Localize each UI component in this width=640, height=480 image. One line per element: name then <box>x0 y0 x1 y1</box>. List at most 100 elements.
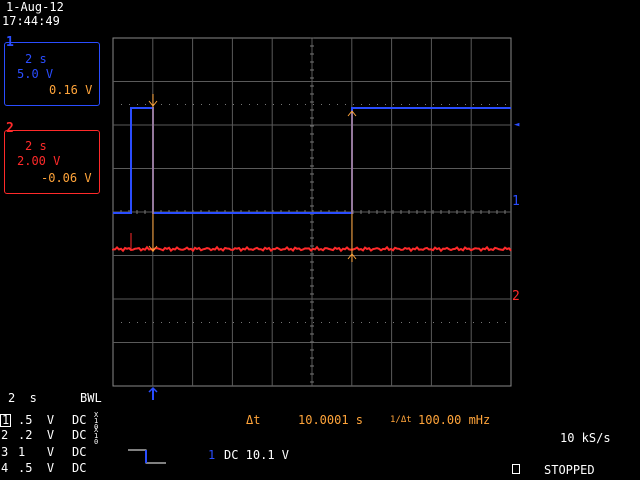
acquisition-status-icon <box>512 464 520 474</box>
ref-dot <box>313 104 314 105</box>
ref-dot <box>121 322 122 323</box>
ref-dot <box>321 104 322 105</box>
ref-dot <box>169 322 170 323</box>
ch2-box-marker: 2 <box>6 121 14 136</box>
trigger-setting[interactable]: DC 10.1 V <box>224 448 290 462</box>
ref-dot <box>345 104 346 105</box>
ref-dot <box>129 322 130 323</box>
ref-dot <box>217 322 218 323</box>
ref-dot <box>241 104 242 105</box>
ref-dot <box>481 104 482 105</box>
ref-dot <box>177 104 178 105</box>
ch2-trace <box>112 245 512 253</box>
sample-rate: 10 kS/s <box>560 431 611 445</box>
ref-dot <box>233 104 234 105</box>
ref-dot <box>457 322 458 323</box>
cursor-a-top-arrow-icon <box>148 100 158 107</box>
ref-dot <box>273 104 274 105</box>
traces <box>112 94 512 400</box>
ref-dot <box>265 322 266 323</box>
cursor-b-bottom-arrow-icon <box>347 253 357 260</box>
ch2-level-marker[interactable]: 2 <box>512 289 520 304</box>
ref-dot <box>465 104 466 105</box>
ref-dot <box>289 104 290 105</box>
ref-dot <box>393 322 394 323</box>
ref-dot <box>385 104 386 105</box>
ref-dot <box>185 104 186 105</box>
trigger-channel[interactable]: 1 <box>208 448 216 462</box>
ref-dot <box>193 104 194 105</box>
ref-dot <box>137 104 138 105</box>
time-label: 17:44:49 <box>2 14 60 28</box>
ch1-level-marker[interactable]: 1 <box>512 194 520 209</box>
channel-1-coupling: DC <box>72 413 87 427</box>
ref-dot <box>209 322 210 323</box>
ref-dot <box>177 322 178 323</box>
ch1-info-box[interactable]: 2 s 5.0 V 0.16 V <box>4 42 100 106</box>
channel-2-number[interactable]: 2 <box>1 428 9 442</box>
ref-dot <box>409 104 410 105</box>
ref-dot <box>473 322 474 323</box>
timebase-readout[interactable]: 2 s <box>8 391 37 405</box>
ref-dot <box>345 322 346 323</box>
trigger-position-arrow-icon <box>148 386 158 393</box>
ref-dot <box>145 104 146 105</box>
ch2-reading: -0.06 V <box>41 171 92 185</box>
ref-dot <box>225 104 226 105</box>
ref-dot <box>257 104 258 105</box>
ch2-volts: 2.00 V <box>17 154 61 168</box>
ref-dot <box>209 104 210 105</box>
delta-t-label: Δt <box>246 413 261 427</box>
ch1-offscreen-arrow-icon: ◄ <box>514 120 520 130</box>
ref-dot <box>433 322 434 323</box>
ref-dot <box>481 322 482 323</box>
bwl-indicator: BWL <box>80 391 102 405</box>
ref-dot <box>361 104 362 105</box>
ref-dot <box>361 322 362 323</box>
ref-dot <box>377 322 378 323</box>
ref-dot <box>465 322 466 323</box>
acquisition-status: STOPPED <box>544 463 595 477</box>
channel-1-volts: .5 V <box>18 413 55 427</box>
ch2-info-box[interactable]: 2 s 2.00 V -0.06 V <box>4 130 100 194</box>
ref-dot <box>433 104 434 105</box>
cursor-b-top-arrow-icon <box>347 110 357 117</box>
ref-dot <box>441 322 442 323</box>
ref-dot <box>353 322 354 323</box>
ref-dot <box>233 322 234 323</box>
date-label: 1-Aug-12 <box>6 0 64 14</box>
ref-dot <box>505 104 506 105</box>
ref-dot <box>185 322 186 323</box>
channel-1-number[interactable]: 1 <box>0 413 12 427</box>
ref-dot <box>353 104 354 105</box>
channel-3-number[interactable]: 3 <box>1 445 9 459</box>
ref-dot <box>377 104 378 105</box>
ref-dot <box>449 104 450 105</box>
ref-dot <box>313 322 314 323</box>
ref-dot <box>457 104 458 105</box>
ref-dot <box>249 322 250 323</box>
ref-dot <box>193 322 194 323</box>
channel-2-coupling: DC <box>72 428 87 442</box>
cursor-a-bottom-arrow-icon <box>148 245 158 252</box>
ref-dot <box>289 322 290 323</box>
channel-2-probe: X10 <box>94 426 99 446</box>
ref-dot <box>257 322 258 323</box>
ref-dot <box>273 322 274 323</box>
ch2-timebase: 2 s <box>25 139 47 153</box>
inverse-delta-t-value: 100.00 mHz <box>418 413 491 427</box>
ref-dot <box>201 322 202 323</box>
channel-4-number[interactable]: 4 <box>1 461 9 475</box>
ref-dot <box>161 322 162 323</box>
ref-dot <box>401 104 402 105</box>
ref-dot <box>281 104 282 105</box>
ref-dot <box>137 322 138 323</box>
ref-dot <box>489 104 490 105</box>
channel-1-probe: X10 <box>94 411 99 431</box>
ref-dot <box>497 322 498 323</box>
ref-dot <box>337 104 338 105</box>
ref-dot <box>153 322 154 323</box>
ref-dot <box>425 104 426 105</box>
ref-dot <box>409 322 410 323</box>
